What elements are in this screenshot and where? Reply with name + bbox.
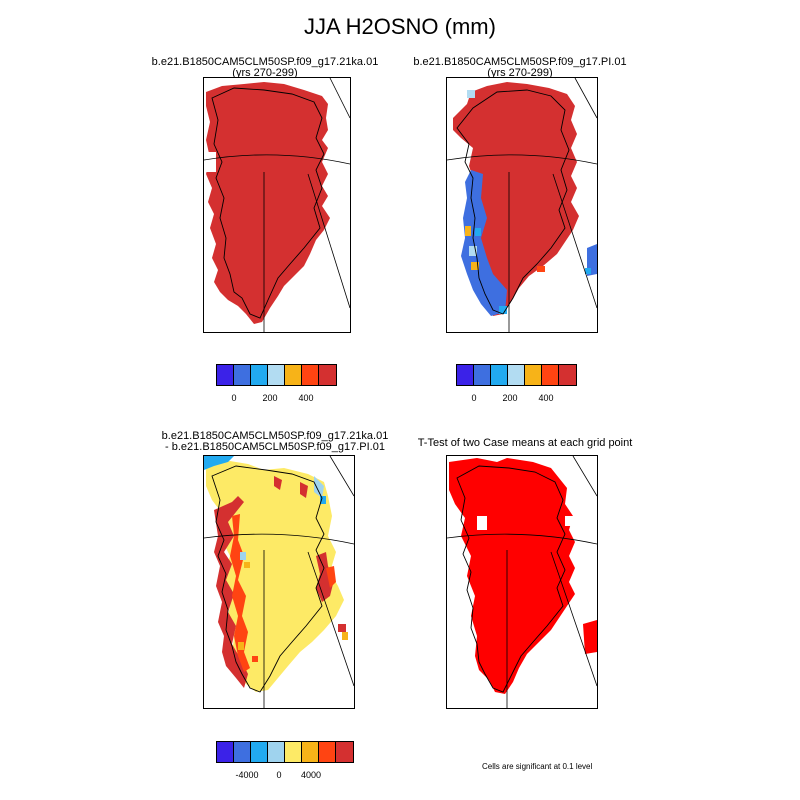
panel-title-line-1: b.e21.B1850CAM5CLM50SP.f09_g17.PI.01 [413,56,627,68]
colorbar-swatch [268,742,285,762]
map-grid [447,456,597,708]
footnote: Cells are significant at 0.1 level [482,762,593,771]
colorbar-tick-label: 0 [471,393,477,403]
map-panel-bottom-right [446,455,598,709]
map-panel-bottom-left [203,455,355,709]
panel-title-line-1: T-Test of two Case means at each grid po… [417,437,633,449]
map-grid [204,456,354,708]
colorbar-top-right [456,364,577,386]
colorbar-swatch [559,365,576,385]
figure-title: JJA H2OSNO (mm) [304,14,496,39]
colorbar-swatch [217,742,234,762]
map-panel-top-right [446,77,598,333]
colorbar-swatch [457,365,474,385]
colorbar-tick-label: 200 [262,393,278,403]
colorbar-swatch [336,742,353,762]
significance-field [449,458,597,694]
panel-title-line-2: (yrs 270-299) [232,67,298,79]
colorbar-swatch [525,365,542,385]
colorbar-tick-label: 200 [502,393,518,403]
panel-title-line-2: - b.e21.B1850CAM5CLM50SP.f09_g17.PI.01 [165,441,385,453]
map-svg-bottom-left [204,456,354,708]
colorbar-tick-label: 0 [276,770,282,780]
colorbar-swatch [542,365,559,385]
panel-title-top-right: b.e21.B1850CAM5CLM50SP.f09_g17.PI.01 (yr… [405,57,635,79]
map-svg-top-right [447,78,597,332]
colorbar-tick-label: 400 [538,393,554,403]
colorbar-swatch [302,742,319,762]
panel-title-top-left: b.e21.B1850CAM5CLM50SP.f09_g17.21ka.01 (… [150,57,380,79]
colorbar-swatch [302,365,319,385]
colorbar-swatch [251,365,268,385]
colorbar-swatch [251,742,268,762]
panel-title-line-1: b.e21.B1850CAM5CLM50SP.f09_g17.21ka.01 [161,430,389,442]
colorbar-swatch [285,365,302,385]
colorbar-swatch [508,365,525,385]
map-svg-top-left [204,78,350,332]
colorbar-swatch [474,365,491,385]
colorbar-swatch [491,365,508,385]
colorbar-top-left [216,364,337,386]
greenland-field [453,82,597,316]
coastline [456,89,570,315]
coastline [211,87,325,319]
colorbar-swatch [319,742,336,762]
colorbar-swatch [234,365,251,385]
panel-title-bottom-left: b.e21.B1850CAM5CLM50SP.f09_g17.21ka.01 -… [150,431,400,453]
colorbar-swatch [268,365,285,385]
colorbar-tick-label: 4000 [300,770,322,780]
colorbar-swatch [234,742,251,762]
map-svg-bottom-right [447,456,597,708]
colorbar-bottom-left [216,741,354,763]
colorbar-swatch [285,742,302,762]
panel-title-bottom-right: T-Test of two Case means at each grid po… [405,438,645,449]
colorbar-tick-label: 0 [231,393,237,403]
colorbar-swatch [319,365,336,385]
coastline [211,465,325,693]
colorbar-tick-label: 400 [298,393,314,403]
panel-title-line-1: b.e21.B1850CAM5CLM50SP.f09_g17.21ka.01 [151,56,379,68]
map-grid [447,78,597,332]
map-grid [204,78,350,332]
map-panel-top-left [203,77,351,333]
colorbar-swatch [217,365,234,385]
difference-field [204,456,348,692]
panel-title-line-2: (yrs 270-299) [487,67,553,79]
greenland-field [204,82,330,324]
colorbar-tick-label: -4000 [235,770,259,780]
coastline [456,465,566,693]
